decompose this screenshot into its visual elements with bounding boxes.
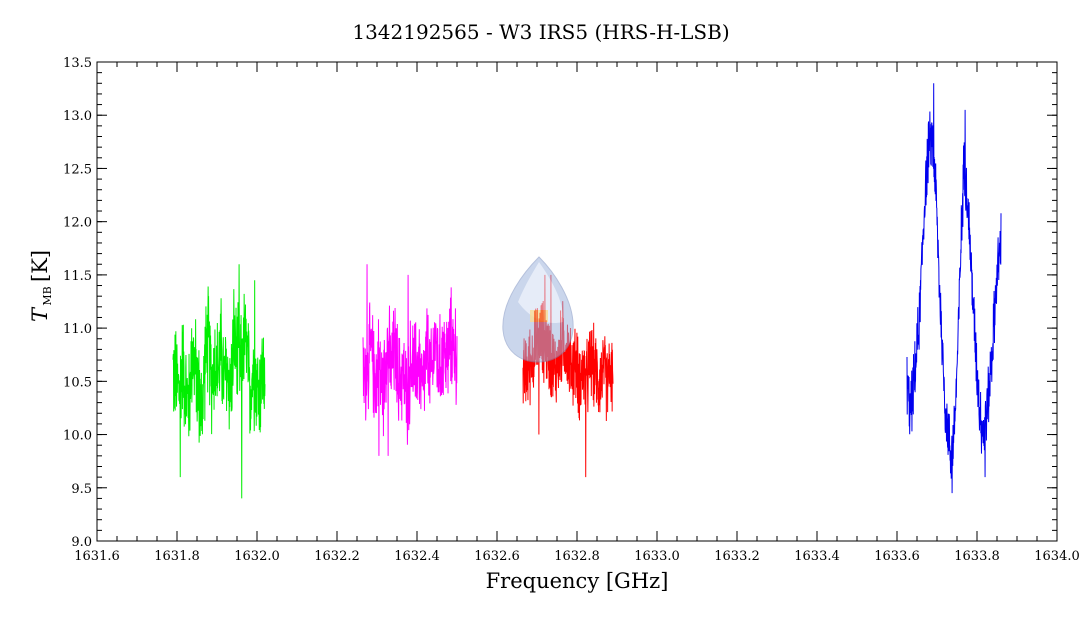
y-tick-label: 13.5: [63, 56, 92, 71]
x-tick-label: 1632.0: [234, 549, 280, 564]
spectrum-series-1: [172, 264, 266, 499]
series-layer: [172, 83, 1002, 499]
chart-title: 1342192565 - W3 IRS5 (HRS-H-LSB): [352, 20, 729, 44]
x-tick-label: 1631.8: [154, 549, 200, 564]
y-tick-label: 10.5: [63, 375, 92, 390]
y-tick-label: 10.0: [63, 429, 92, 444]
x-tick-label: 1632.8: [554, 549, 600, 564]
x-tick-label: 1633.0: [634, 549, 680, 564]
spectrum-series-4: [906, 83, 1002, 494]
x-tick-label: 1632.4: [394, 549, 440, 564]
y-tick-label: 13.0: [63, 109, 92, 124]
y-tick-label: 11.0: [63, 322, 92, 337]
x-axis-label: Frequency [GHz]: [486, 569, 669, 593]
y-tick-label: 11.5: [63, 269, 92, 284]
x-tick-label: 1632.2: [314, 549, 360, 564]
x-tick-label: 1633.6: [874, 549, 920, 564]
x-tick-label: 1633.4: [794, 549, 840, 564]
x-tick-label: 1631.6: [74, 549, 120, 564]
y-axis-label: T MB [K]: [28, 250, 54, 322]
y-tick-label: 12.5: [63, 162, 92, 177]
axis-ticks: [96, 61, 1058, 542]
x-tick-label: 1634.0: [1034, 549, 1080, 564]
y-tick-label: 9.5: [71, 482, 92, 497]
x-tick-label: 1632.6: [474, 549, 520, 564]
y-axis-label-main: T: [28, 306, 52, 322]
plot-frame: [96, 61, 1058, 542]
y-axis-label-sub: MB: [41, 286, 54, 305]
spectrum-series-2: [362, 264, 458, 456]
watermark-logo: [502, 256, 574, 363]
x-tick-labels: 1631.6 1631.8 1632.0 1632.2 1632.4 1632.6 1632…: [74, 549, 1080, 564]
x-tick-label: 1633.8: [954, 549, 1000, 564]
x-tick-label: 1633.2: [714, 549, 760, 564]
y-tick-label: 9.0: [71, 535, 92, 550]
y-tick-label: 12.0: [63, 216, 92, 231]
y-axis-label-unit: [K]: [28, 250, 52, 282]
y-tick-labels: 9.0 9.5 10.0 10.5 11.0 11.5 12.0 12.5 13.0 13.5: [63, 56, 92, 550]
